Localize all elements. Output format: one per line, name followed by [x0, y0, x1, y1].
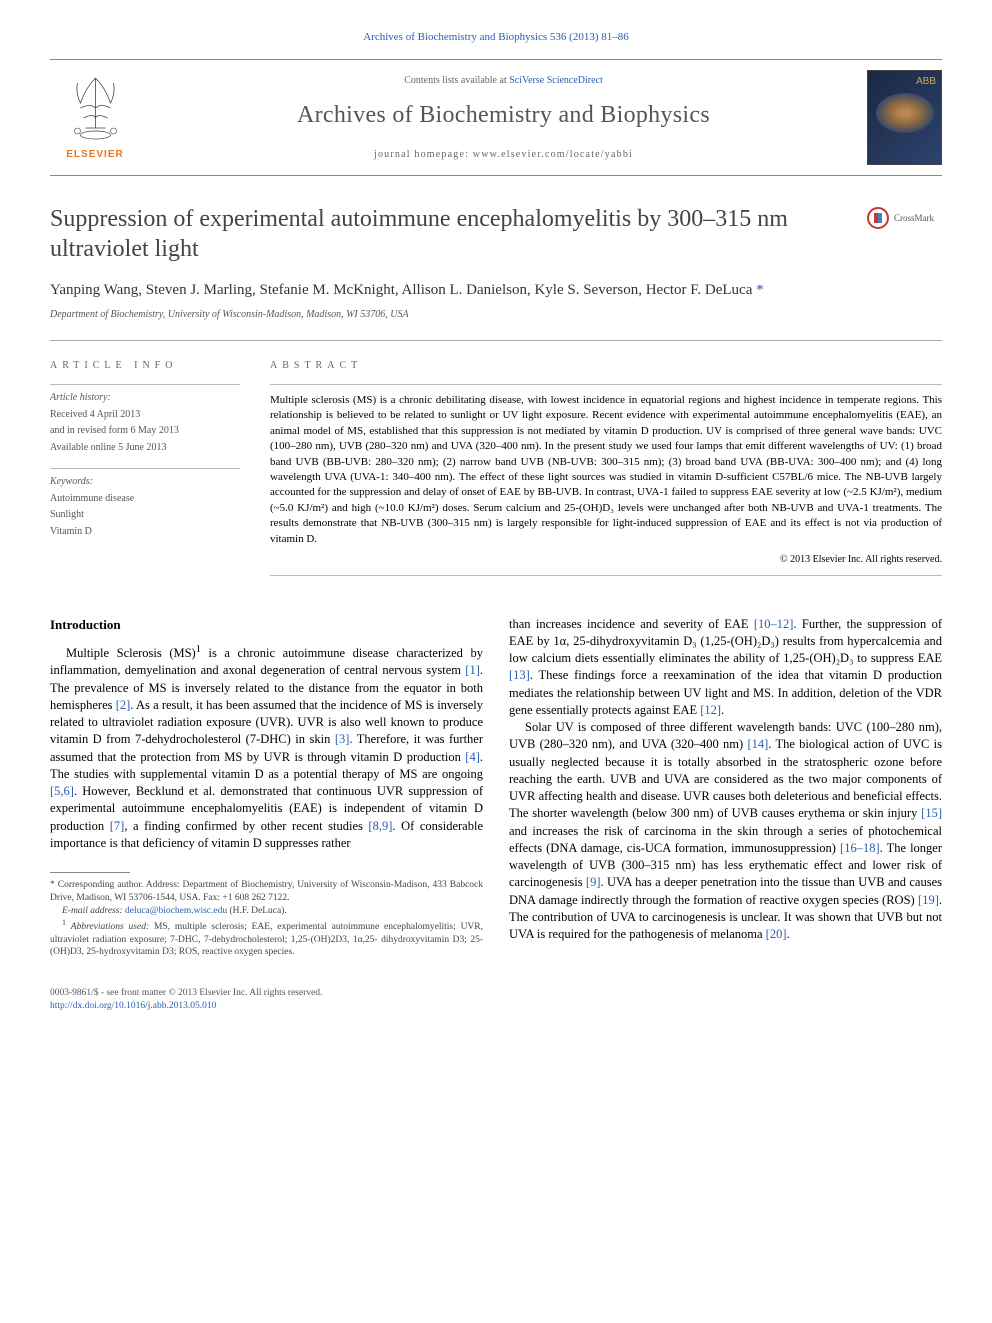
- article-info-heading: ARTICLE INFO: [50, 359, 240, 373]
- doi-link[interactable]: http://dx.doi.org/10.1016/j.abb.2013.05.…: [50, 1000, 942, 1013]
- email-suffix: (H.F. DeLuca).: [227, 906, 287, 916]
- received-date: Received 4 April 2013: [50, 408, 240, 422]
- abstract-copyright: © 2013 Elsevier Inc. All rights reserved…: [270, 553, 942, 567]
- abstract-end-divider: [270, 575, 942, 576]
- keyword-1: Autoimmune disease: [50, 492, 240, 506]
- revised-date: and in revised form 6 May 2013: [50, 424, 240, 438]
- article-title: Suppression of experimental autoimmune e…: [50, 204, 847, 264]
- divider: [50, 340, 942, 341]
- homepage-prefix: journal homepage:: [374, 149, 473, 160]
- keywords-label: Keywords:: [50, 476, 93, 487]
- front-matter-line: 0003-9861/$ - see front matter © 2013 El…: [50, 987, 942, 1000]
- cite-10-12[interactable]: [10–12]: [754, 617, 794, 631]
- elsevier-logo[interactable]: ELSEVIER: [50, 73, 140, 162]
- intro-heading: Introduction: [50, 616, 483, 634]
- cite-14[interactable]: [14]: [747, 737, 768, 751]
- left-column: Introduction Multiple Sclerosis (MS)1 is…: [50, 616, 483, 960]
- affiliation: Department of Biochemistry, University o…: [50, 308, 942, 322]
- abstract-block: ABSTRACT Multiple sclerosis (MS) is a ch…: [270, 359, 942, 584]
- cite-20[interactable]: [20]: [766, 927, 787, 941]
- cover-image: [876, 93, 934, 133]
- header-center: Contents lists available at SciVerse Sci…: [140, 74, 867, 161]
- crossmark-label: CrossMark: [894, 212, 934, 224]
- abstract-heading: ABSTRACT: [270, 359, 942, 373]
- abstract-text: Multiple sclerosis (MS) is a chronic deb…: [270, 393, 942, 547]
- crossmark-badge[interactable]: CrossMark: [867, 207, 942, 229]
- body-columns: Introduction Multiple Sclerosis (MS)1 is…: [50, 616, 942, 960]
- journal-title: Archives of Biochemistry and Biophysics: [140, 99, 867, 131]
- title-row: Suppression of experimental autoimmune e…: [50, 204, 942, 264]
- elsevier-tree-icon: [63, 73, 128, 143]
- journal-homepage-line: journal homepage: www.elsevier.com/locat…: [140, 148, 867, 162]
- page-container: Archives of Biochemistry and Biophysics …: [0, 0, 992, 1043]
- intro-p2: than increases incidence and severity of…: [509, 616, 942, 720]
- abbreviations-footnote: 1 Abbreviations used: MS, multiple scler…: [50, 918, 483, 960]
- elsevier-label: ELSEVIER: [66, 148, 123, 162]
- citation-header-link[interactable]: Archives of Biochemistry and Biophysics …: [50, 30, 942, 45]
- footnote-rule: [50, 872, 130, 873]
- homepage-url[interactable]: www.elsevier.com/locate/yabbi: [473, 149, 633, 160]
- author-list: Yanping Wang, Steven J. Marling, Stefani…: [50, 280, 942, 300]
- abstract-divider: [270, 384, 942, 385]
- cite-7[interactable]: [7]: [110, 819, 125, 833]
- email-link[interactable]: deluca@biochem.wisc.edu: [125, 906, 227, 916]
- cite-19[interactable]: [19]: [918, 893, 939, 907]
- journal-header: ELSEVIER Contents lists available at Sci…: [50, 59, 942, 176]
- email-footnote: E-mail address: deluca@biochem.wisc.edu …: [50, 905, 483, 918]
- info-divider: [50, 384, 240, 385]
- info-abstract-row: ARTICLE INFO Article history: Received 4…: [50, 359, 942, 584]
- cite-4[interactable]: [4]: [465, 750, 480, 764]
- corresponding-star[interactable]: *: [756, 282, 764, 298]
- cite-13[interactable]: [13]: [509, 668, 530, 682]
- cite-3[interactable]: [3]: [335, 732, 350, 746]
- footer-bar: 0003-9861/$ - see front matter © 2013 El…: [50, 987, 942, 1013]
- cite-9[interactable]: [9]: [586, 875, 601, 889]
- email-label: E-mail address:: [62, 906, 125, 916]
- crossmark-icon: [867, 207, 889, 229]
- cite-56[interactable]: [5,6]: [50, 784, 74, 798]
- sciencedirect-link[interactable]: SciVerse ScienceDirect: [509, 75, 603, 86]
- intro-p1: Multiple Sclerosis (MS)1 is a chronic au…: [50, 643, 483, 852]
- cite-15[interactable]: [15]: [921, 806, 942, 820]
- journal-cover-thumbnail[interactable]: ABB: [867, 70, 942, 165]
- abbr-label: Abbreviations used:: [71, 922, 149, 932]
- author-names: Yanping Wang, Steven J. Marling, Stefani…: [50, 282, 756, 298]
- history-label: Article history:: [50, 392, 111, 403]
- corresponding-footnote: * Corresponding author. Address: Departm…: [50, 879, 483, 905]
- cover-abbr: ABB: [916, 75, 936, 89]
- contents-prefix: Contents lists available at: [404, 75, 509, 86]
- online-date: Available online 5 June 2013: [50, 441, 240, 455]
- cite-2[interactable]: [2]: [116, 698, 131, 712]
- intro-p3: Solar UV is composed of three different …: [509, 719, 942, 943]
- contents-list-line: Contents lists available at SciVerse Sci…: [140, 74, 867, 88]
- cite-12[interactable]: [12]: [700, 703, 721, 717]
- cite-1[interactable]: [1]: [465, 663, 480, 677]
- cite-16-18[interactable]: [16–18]: [840, 841, 880, 855]
- keyword-2: Sunlight: [50, 508, 240, 522]
- article-info-block: ARTICLE INFO Article history: Received 4…: [50, 359, 240, 584]
- right-column: than increases incidence and severity of…: [509, 616, 942, 960]
- cite-89[interactable]: [8,9]: [368, 819, 392, 833]
- keyword-3: Vitamin D: [50, 525, 240, 539]
- keywords-divider: [50, 468, 240, 469]
